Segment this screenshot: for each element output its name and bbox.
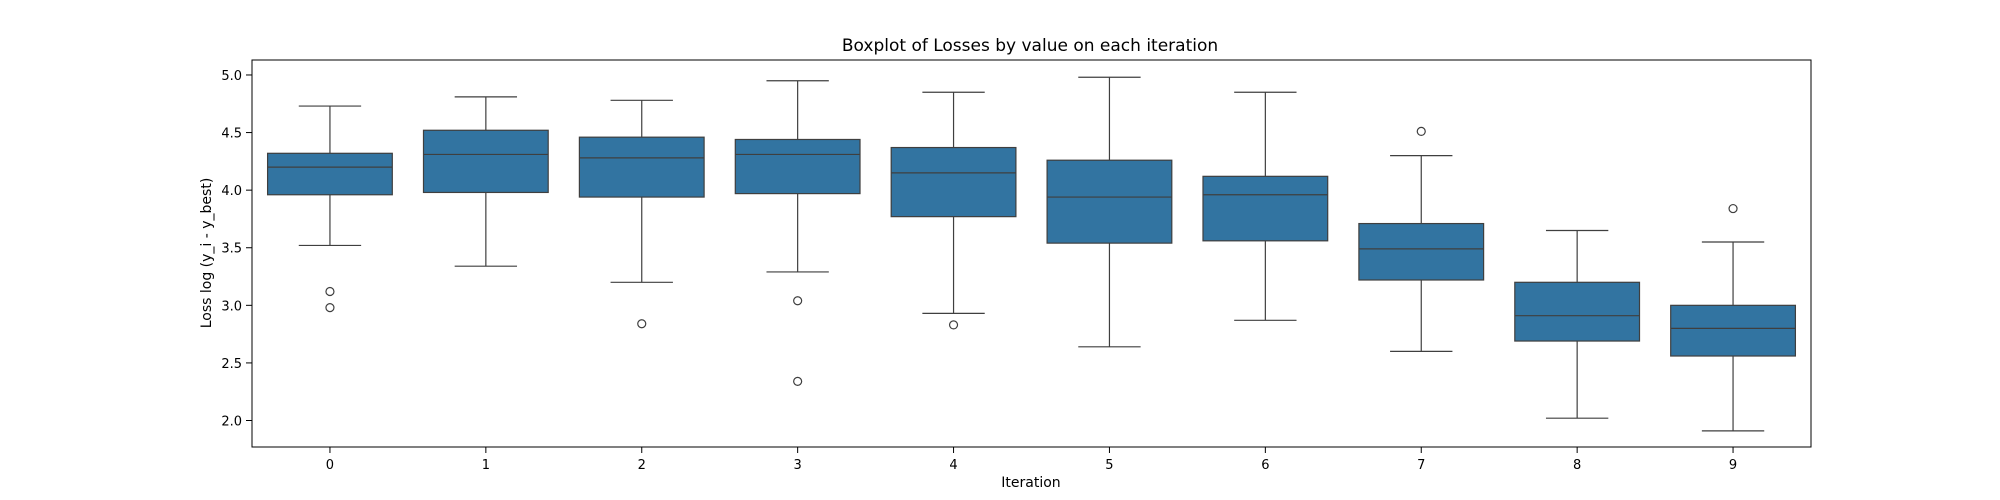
iqr-box [422, 129, 549, 194]
y-tick-label: 5.0 [221, 69, 242, 84]
iqr-box [1046, 159, 1173, 244]
iqr-box [578, 136, 705, 198]
outlier-point [325, 303, 335, 313]
iqr-box [734, 138, 861, 195]
x-tick-label: 9 [1729, 458, 1737, 473]
iqr-box [890, 146, 1017, 218]
x-tick-label: 5 [1105, 458, 1113, 473]
x-tick-label: 3 [794, 458, 802, 473]
outlier-point [637, 319, 647, 329]
chart-title: Boxplot of Losses by value on each itera… [842, 36, 1218, 56]
plot-area: 2.0 2.5 3.0 3.5 4.0 4.5 5.0 0 1 2 3 4 5 6 7 8 9 [221, 69, 1797, 473]
iqr-box [266, 152, 393, 196]
iqr-box [1514, 281, 1641, 342]
y-tick-label: 4.5 [221, 127, 242, 142]
x-tick-label: 2 [638, 458, 646, 473]
x-tick-label: 0 [326, 458, 334, 473]
iqr-box [1670, 304, 1797, 357]
outlier-point [325, 286, 335, 297]
x-tick-label: 7 [1417, 458, 1425, 473]
outlier-point [1416, 126, 1426, 137]
y-tick-label: 3.5 [221, 242, 242, 257]
x-tick-label: 6 [1261, 458, 1269, 473]
y-tick-label: 3.0 [221, 299, 242, 314]
iqr-box [1202, 175, 1329, 242]
outlier-point [948, 320, 959, 330]
outlier-point [793, 296, 803, 306]
outlier-point [1728, 203, 1738, 214]
x-tick-label: 1 [482, 458, 490, 473]
x-tick-label: 8 [1573, 458, 1581, 473]
y-tick-label: 2.0 [221, 415, 242, 430]
iqr-box [1358, 222, 1485, 281]
plot-frame [251, 59, 1812, 448]
x-axis-label: Iteration [1001, 475, 1060, 491]
y-axis-label: Loss log (y_i - y_best) [199, 178, 215, 329]
y-tick-label: 2.5 [221, 357, 242, 372]
x-tick-label: 4 [949, 458, 957, 473]
outlier-point [793, 376, 803, 386]
y-tick-label: 4.0 [221, 184, 242, 199]
